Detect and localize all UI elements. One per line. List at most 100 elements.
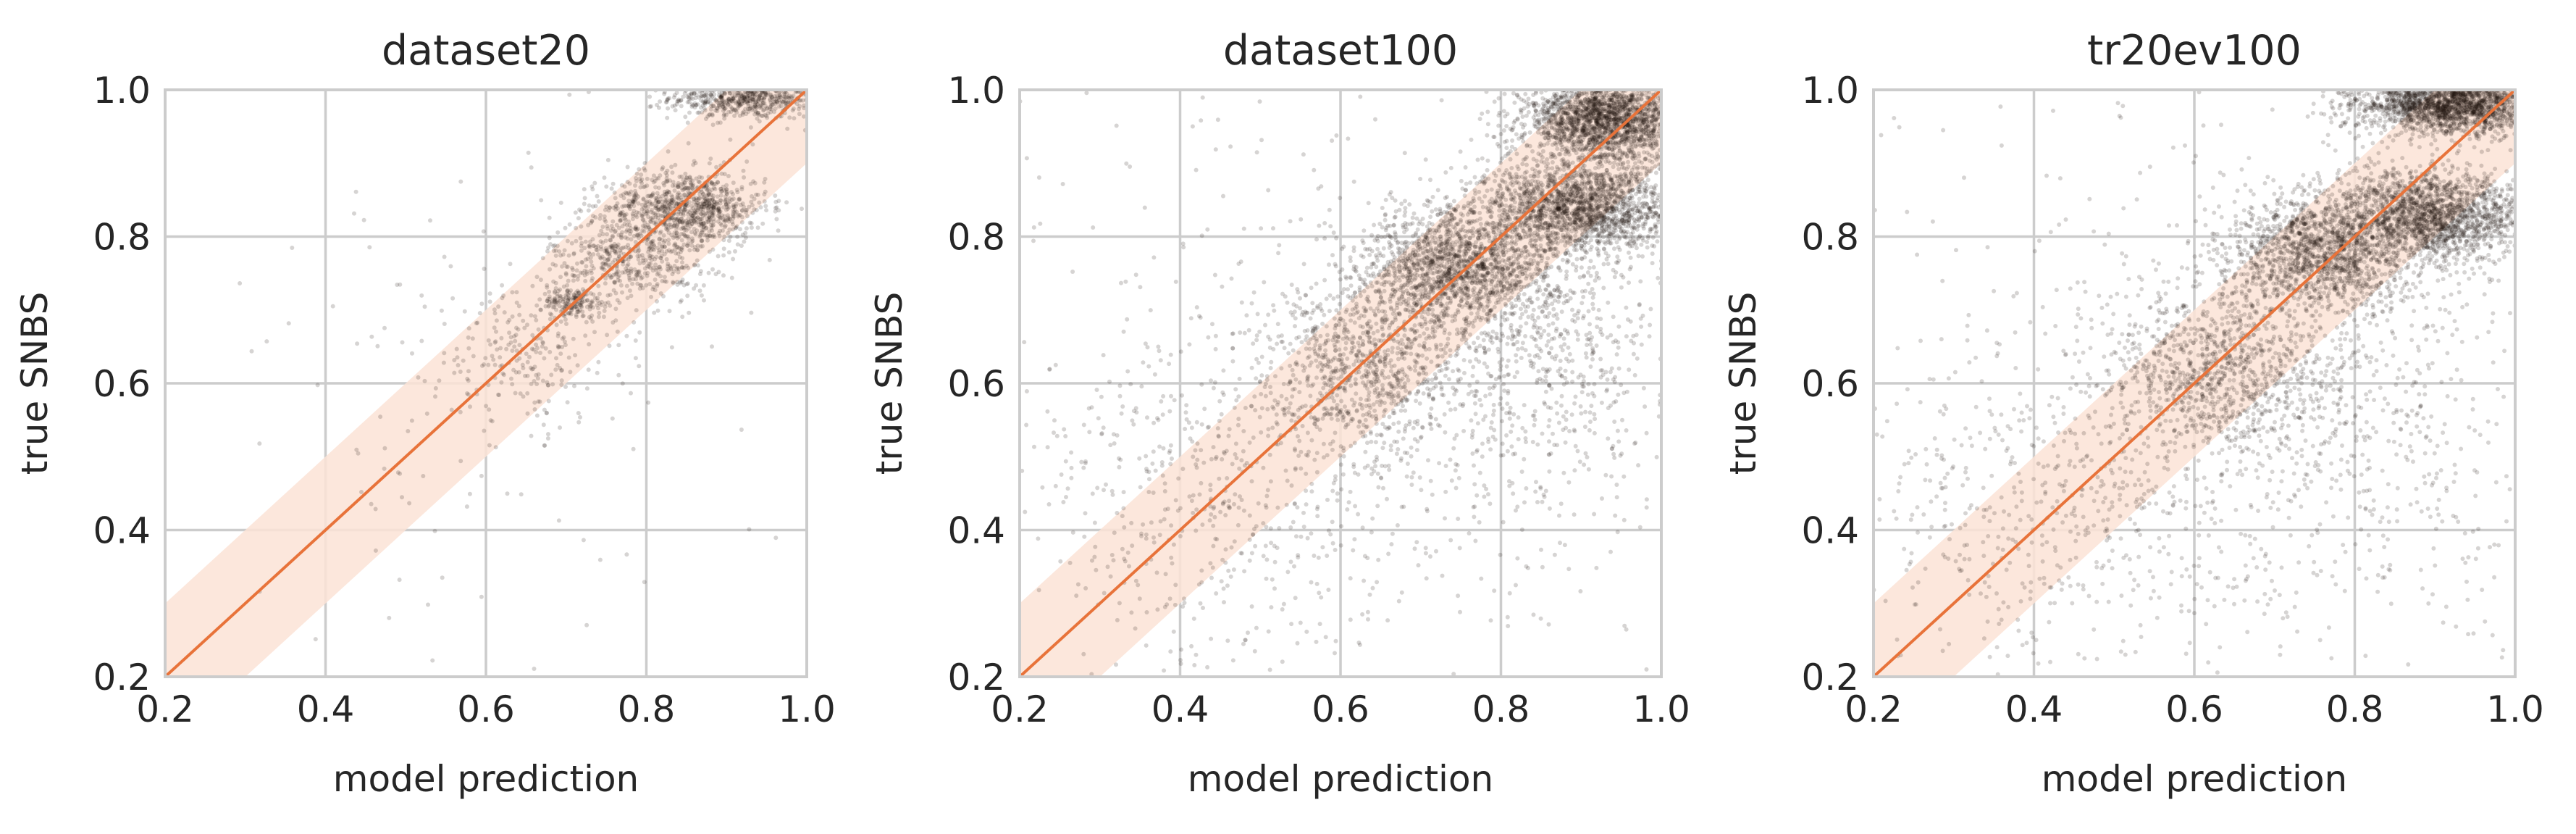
scatter-point	[1640, 120, 1645, 125]
scatter-point	[613, 318, 618, 323]
scatter-point	[548, 242, 553, 247]
scatter-point	[579, 297, 584, 302]
scatter-point	[1593, 91, 1598, 96]
scatter-point	[1508, 157, 1513, 162]
scatter-point	[626, 273, 632, 278]
scatter-point	[658, 236, 662, 241]
panel-dataset20: 0.2 0.4 0.6 0.8 1.0 0.20.40.60.81.0 dataset2…	[14, 27, 836, 800]
scatter-point	[746, 99, 751, 104]
scatter-point	[1642, 141, 1647, 146]
scatter-point	[499, 380, 504, 385]
scatter-point	[692, 105, 697, 110]
scatter-point	[655, 282, 660, 287]
scatter-point	[452, 370, 457, 375]
scatter-point	[1576, 94, 1580, 99]
scatter-point	[694, 102, 699, 107]
scatter-point	[1638, 185, 1642, 190]
scatter-point	[668, 216, 674, 221]
scatter-point	[739, 208, 744, 213]
scatter-point	[760, 101, 765, 106]
scatter-point	[621, 204, 626, 209]
scatter-point	[674, 230, 679, 235]
scatter-point	[633, 227, 638, 232]
scatter-point	[666, 268, 671, 273]
scatter-point	[519, 492, 524, 497]
scatter-point	[697, 204, 702, 209]
scatter-point	[741, 168, 746, 173]
scatter-point	[665, 97, 670, 102]
scatter-point	[673, 243, 678, 248]
scatter-point	[640, 228, 645, 233]
scatter-point	[1561, 110, 1566, 115]
scatter-point	[651, 265, 655, 270]
scatter-point	[1510, 138, 1515, 143]
scatter-point	[1614, 156, 1619, 160]
scatter-point	[578, 270, 583, 275]
scatter-point	[611, 320, 616, 325]
scatter-point	[751, 92, 755, 97]
scatter-point	[607, 250, 612, 255]
scatter-point	[398, 471, 403, 476]
scatter-point	[678, 279, 683, 284]
scatter-point	[576, 309, 581, 314]
scatter-point	[586, 250, 591, 255]
scatter-point	[1633, 99, 1638, 104]
scatter-point	[723, 202, 729, 207]
scatter-point	[597, 255, 603, 260]
scatter-point	[590, 313, 595, 318]
scatter-point	[721, 253, 726, 258]
scatter-point	[633, 356, 638, 361]
scatter-point	[739, 214, 744, 220]
scatter-point	[629, 201, 634, 207]
scatter-point	[1604, 125, 1608, 130]
scatter-point	[636, 226, 641, 231]
scatter-point	[575, 363, 580, 368]
scatter-point	[1603, 98, 1608, 103]
scatter-point	[475, 320, 480, 325]
scatter-point	[721, 98, 726, 103]
scatter-point	[712, 199, 717, 204]
scatter-point	[454, 346, 459, 351]
scatter-point	[621, 192, 626, 197]
scatter-point	[599, 302, 604, 307]
scatter-point	[770, 102, 775, 107]
scatter-point	[517, 356, 522, 361]
scatter-point	[619, 234, 624, 239]
scatter-point	[725, 192, 729, 196]
x-tick-label: 0.6	[457, 688, 515, 730]
scatter-point	[676, 212, 681, 217]
scatter-point	[671, 235, 676, 240]
scatter-point	[687, 95, 692, 100]
scatter-point	[715, 106, 720, 111]
scatter-point	[712, 235, 717, 239]
scatter-point	[604, 204, 609, 209]
scatter-point	[645, 209, 650, 214]
scatter-point	[660, 203, 665, 208]
scatter-point	[639, 202, 645, 207]
scatter-point	[646, 400, 651, 405]
scatter-point	[707, 214, 712, 219]
scatter-point	[566, 293, 571, 298]
scatter-point	[662, 204, 667, 209]
scatter-point	[1552, 126, 1557, 131]
scatter-point	[639, 233, 644, 238]
scatter-point	[526, 150, 531, 155]
scatter-point	[1585, 101, 1590, 106]
scatter-point	[802, 103, 807, 108]
scatter-point	[525, 322, 529, 328]
scatter-point	[557, 304, 562, 309]
scatter-point	[709, 180, 714, 185]
scatter-point	[711, 205, 716, 210]
scatter-point	[632, 196, 637, 201]
scatter-point	[559, 383, 564, 387]
scatter-point	[748, 125, 753, 130]
scatter-point	[705, 211, 710, 216]
scatter-point	[735, 190, 740, 195]
scatter-point	[705, 216, 710, 221]
scatter-point	[582, 272, 587, 278]
scatter-point	[514, 300, 519, 305]
scatter-point	[709, 187, 714, 192]
scatter-point	[723, 202, 729, 207]
scatter-point	[653, 257, 658, 262]
scatter-point	[631, 199, 636, 204]
